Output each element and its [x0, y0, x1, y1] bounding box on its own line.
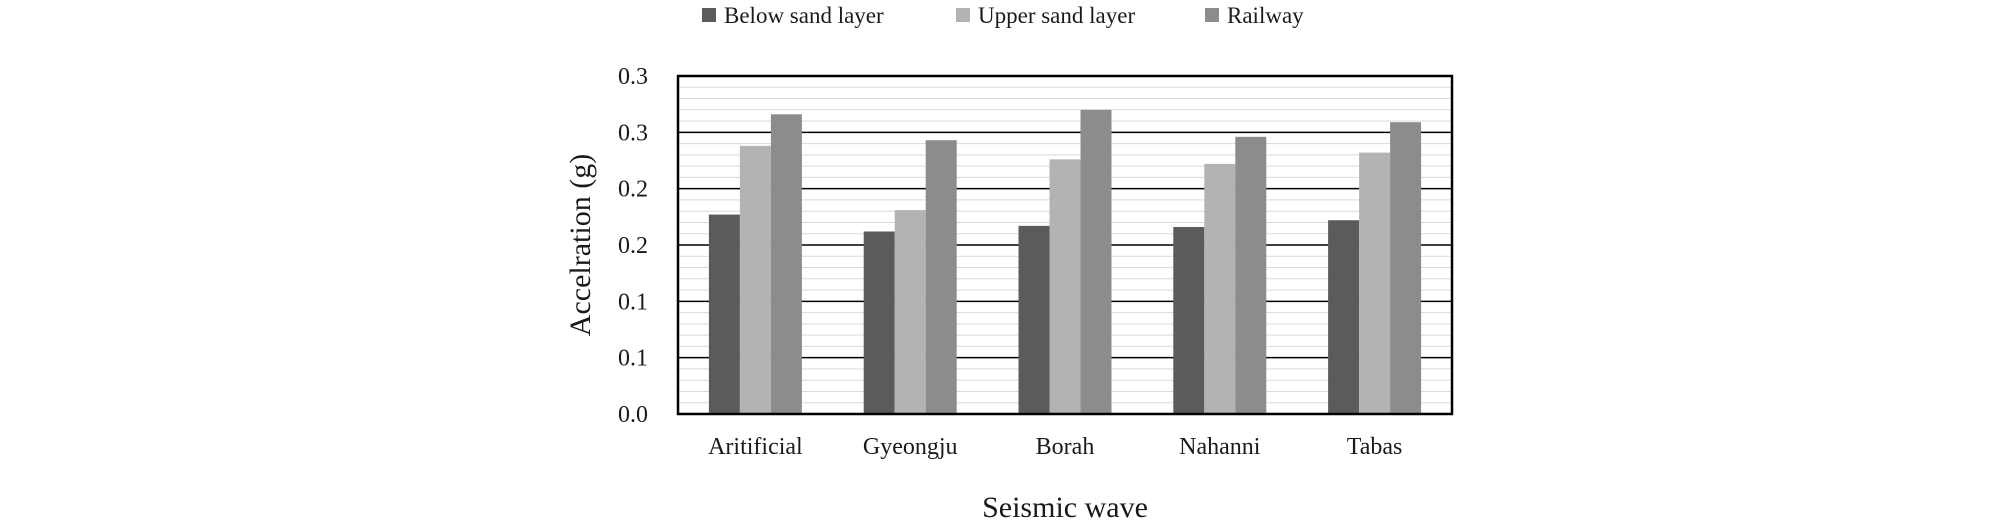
x-axis: Aritificial Gyeongju Borah Nahanni Tabas: [708, 434, 1402, 460]
y-axis-title: Accelration (g): [564, 154, 597, 336]
plot-area: [676, 74, 1454, 416]
bar: [1080, 109, 1112, 415]
y-tick-label: 0.3: [618, 64, 648, 90]
legend-swatch: [956, 8, 970, 22]
bar: [1173, 226, 1205, 414]
bars: [708, 109, 1422, 415]
y-axis: 0.0 0.1 0.1 0.2 0.2 0.3 0.3: [618, 64, 648, 428]
x-tick-label: Borah: [1036, 434, 1095, 460]
x-tick-label: Aritificial: [708, 434, 803, 460]
bar: [1049, 159, 1081, 414]
bar: [1018, 225, 1050, 414]
bar: [739, 145, 771, 414]
legend-label: Below sand layer: [724, 3, 884, 28]
bar: [1235, 136, 1267, 414]
bar: [925, 140, 957, 414]
legend-swatch: [702, 8, 716, 22]
x-tick-label: Nahanni: [1179, 434, 1261, 460]
bar: [1204, 163, 1236, 414]
x-tick-label: Gyeongju: [863, 434, 958, 460]
bar: [1328, 220, 1360, 414]
y-tick-label: 0.2: [618, 233, 648, 259]
y-tick-label: 0.1: [618, 346, 648, 372]
y-tick-label: 0.3: [618, 120, 648, 146]
legend-label: Upper sand layer: [978, 3, 1135, 28]
bar: [770, 114, 802, 414]
y-tick-label: 0.2: [618, 177, 648, 203]
y-tick-label: 0.1: [618, 289, 648, 315]
y-tick-label: 0.0: [618, 402, 648, 428]
bar: [1359, 152, 1391, 414]
bar: [894, 210, 926, 414]
legend-label: Railway: [1227, 3, 1304, 28]
bar: [863, 231, 895, 414]
x-axis-title: Seismic wave: [982, 491, 1148, 522]
x-tick-label: Tabas: [1347, 434, 1403, 460]
bar: [1390, 122, 1422, 415]
plot-frame: [676, 74, 1454, 416]
legend: Below sand layer Upper sand layer Railway: [702, 3, 1304, 28]
bar: [708, 214, 740, 414]
legend-swatch: [1205, 8, 1219, 22]
